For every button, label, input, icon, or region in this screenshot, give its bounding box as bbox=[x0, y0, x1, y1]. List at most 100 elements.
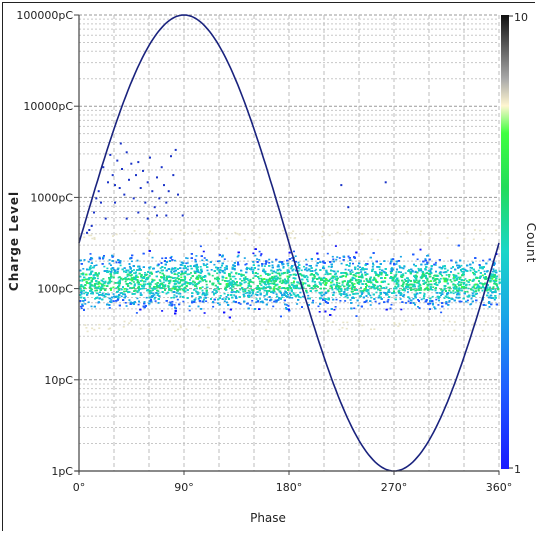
density-point bbox=[435, 299, 437, 301]
density-point bbox=[287, 294, 289, 296]
density-point bbox=[159, 280, 161, 282]
density-point bbox=[402, 275, 404, 277]
density-point bbox=[417, 259, 419, 261]
density-point bbox=[485, 304, 487, 306]
density-point bbox=[195, 255, 197, 257]
density-point bbox=[348, 269, 350, 271]
density-point bbox=[373, 277, 375, 279]
density-point bbox=[303, 266, 305, 268]
density-point bbox=[248, 290, 250, 292]
density-point bbox=[131, 274, 133, 276]
density-point bbox=[436, 292, 438, 294]
density-point bbox=[358, 283, 360, 285]
density-point bbox=[402, 286, 404, 288]
density-point bbox=[252, 277, 254, 279]
density-point bbox=[81, 280, 83, 282]
density-point bbox=[212, 306, 214, 308]
density-point bbox=[168, 304, 170, 306]
density-point bbox=[279, 281, 281, 283]
density-point bbox=[370, 297, 372, 299]
density-point bbox=[355, 293, 357, 295]
density-point bbox=[91, 306, 93, 308]
density-point bbox=[159, 272, 161, 274]
density-point bbox=[471, 289, 473, 291]
density-point bbox=[386, 292, 388, 294]
density-point bbox=[157, 271, 159, 273]
density-point bbox=[102, 278, 104, 280]
density-point bbox=[360, 287, 362, 289]
density-point bbox=[408, 300, 410, 302]
density-point bbox=[272, 306, 274, 308]
density-point bbox=[233, 291, 235, 293]
density-point bbox=[333, 309, 335, 311]
density-point bbox=[307, 298, 309, 300]
density-point bbox=[125, 270, 127, 272]
density-point bbox=[271, 261, 273, 263]
density-point bbox=[84, 299, 86, 301]
density-point bbox=[245, 293, 247, 295]
density-point bbox=[222, 279, 224, 281]
density-point bbox=[88, 301, 90, 303]
density-point bbox=[152, 257, 154, 259]
density-point bbox=[466, 280, 468, 282]
density-point bbox=[447, 270, 449, 272]
density-point bbox=[180, 277, 182, 279]
density-point bbox=[306, 275, 308, 277]
density-point bbox=[232, 276, 234, 278]
density-point bbox=[440, 278, 442, 280]
density-point bbox=[149, 275, 151, 277]
density-point bbox=[260, 284, 262, 286]
density-point bbox=[135, 272, 137, 274]
density-point bbox=[280, 293, 282, 295]
density-point bbox=[177, 299, 179, 301]
density-point bbox=[173, 294, 175, 296]
density-point bbox=[155, 300, 157, 302]
density-point bbox=[97, 293, 99, 295]
density-point bbox=[335, 259, 337, 261]
density-point bbox=[293, 292, 295, 294]
density-point bbox=[111, 269, 113, 271]
density-point bbox=[378, 303, 380, 305]
density-point bbox=[405, 272, 407, 274]
density-point bbox=[424, 264, 426, 266]
density-point bbox=[463, 279, 465, 281]
density-point bbox=[336, 276, 338, 278]
density-point bbox=[291, 282, 293, 284]
density-point bbox=[218, 282, 220, 284]
density-point bbox=[372, 264, 374, 266]
density-point bbox=[407, 291, 409, 293]
density-point bbox=[203, 251, 205, 253]
density-point bbox=[440, 312, 442, 314]
density-point bbox=[106, 268, 108, 270]
density-point bbox=[195, 290, 197, 292]
density-point bbox=[254, 255, 256, 257]
density-point bbox=[357, 265, 359, 267]
density-point bbox=[113, 287, 115, 289]
density-point bbox=[268, 259, 270, 261]
density-point bbox=[326, 298, 328, 300]
density-point bbox=[300, 297, 302, 299]
density-point bbox=[133, 281, 135, 283]
density-point bbox=[336, 256, 338, 258]
density-point bbox=[187, 258, 189, 260]
density-point bbox=[205, 300, 207, 302]
density-point bbox=[224, 258, 226, 260]
density-point bbox=[299, 292, 301, 294]
density-point bbox=[433, 306, 435, 308]
density-point bbox=[293, 282, 295, 284]
density-point bbox=[345, 296, 347, 298]
density-point bbox=[252, 253, 254, 255]
density-point bbox=[278, 264, 280, 266]
density-point bbox=[109, 259, 111, 261]
density-point bbox=[190, 277, 192, 279]
density-point bbox=[363, 280, 365, 282]
density-point bbox=[287, 278, 289, 280]
density-point bbox=[140, 292, 142, 294]
density-point bbox=[109, 307, 111, 309]
density-point bbox=[422, 280, 424, 282]
density-point bbox=[391, 304, 393, 306]
density-point bbox=[187, 266, 189, 268]
density-point bbox=[432, 286, 434, 288]
density-point bbox=[396, 271, 398, 273]
